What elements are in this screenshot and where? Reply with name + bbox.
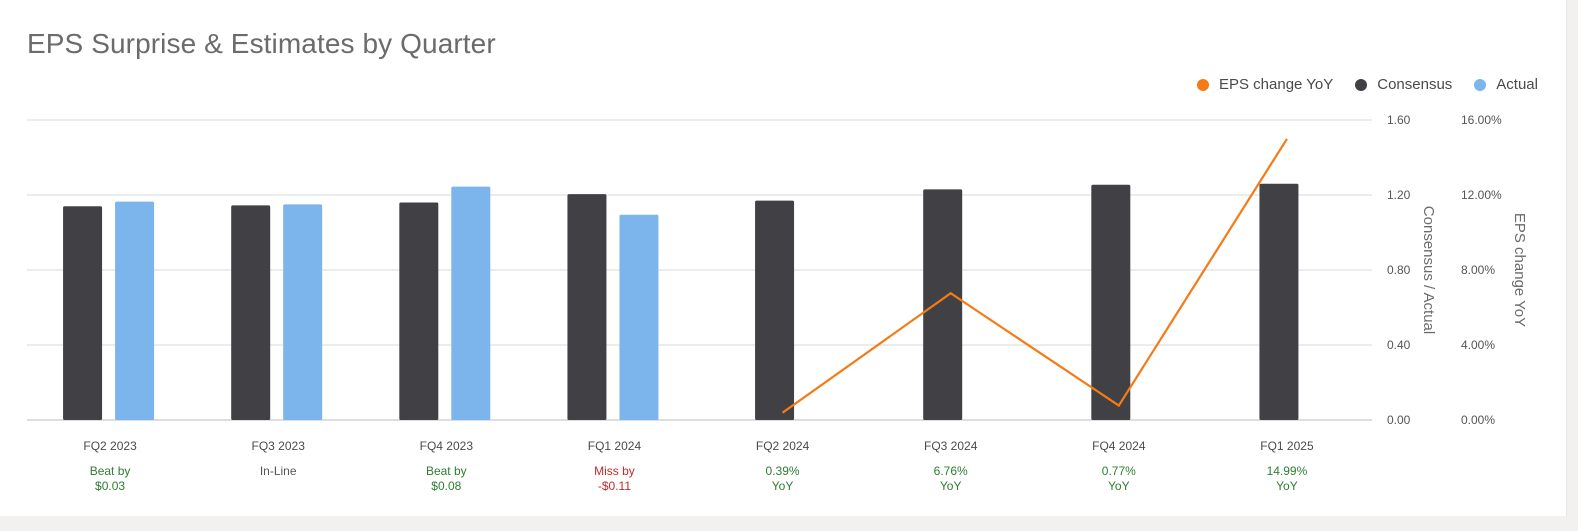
- actual-bar: [283, 204, 323, 420]
- annotation-line2: YoY: [1276, 479, 1298, 493]
- consensus-bar: [755, 200, 795, 420]
- y2-tick-label: 0.00%: [1461, 413, 1495, 427]
- annotation-line2: YoY: [1108, 479, 1130, 493]
- chart-svg: 0.00 0.00% 0.40 4.00% 0.80 8.00% 1.20 12.00% 1.6…: [27, 113, 1528, 493]
- annotation-line2: YoY: [940, 479, 962, 493]
- annotation-line2: -$0.11: [598, 479, 631, 493]
- consensus-bar: [567, 194, 607, 420]
- actual-bar: [619, 214, 659, 420]
- y2-tick-label: 8.00%: [1461, 263, 1495, 277]
- legend-item-consensus[interactable]: Consensus: [1355, 76, 1452, 93]
- annotation-line1: In-Line: [260, 464, 297, 478]
- y2-tick-label: 16.00%: [1461, 113, 1502, 127]
- annotation-line1: Miss by: [594, 464, 635, 478]
- legend-item-eps-change[interactable]: EPS change YoY: [1196, 76, 1334, 93]
- annotation-line1: 6.76%: [934, 464, 968, 478]
- chart-legend: EPS change YoY Consensus Actual: [1196, 76, 1538, 93]
- x-tick-label: FQ3 2024: [924, 439, 978, 453]
- eps-change-line: [781, 138, 1288, 414]
- x-tick-label: FQ4 2024: [1092, 439, 1146, 453]
- legend-label-eps-change: EPS change YoY: [1218, 76, 1334, 93]
- y-tick-label: 1.60: [1387, 113, 1411, 127]
- annotation-line2: YoY: [772, 479, 794, 493]
- actual-bar: [451, 186, 491, 420]
- annotation-line1: Beat by: [90, 464, 131, 478]
- consensus-bar: [1091, 184, 1131, 420]
- legend-item-actual[interactable]: Actual: [1474, 76, 1538, 93]
- annotation-line1: 0.39%: [766, 464, 800, 478]
- chart-card: EPS Surprise & Estimates by Quarter EPS …: [0, 0, 1567, 516]
- actual-bar: [115, 201, 155, 420]
- annotation-line2: $0.03: [95, 479, 125, 493]
- y2-axis-title: EPS change YoY: [1511, 213, 1528, 327]
- consensus-bar: [231, 205, 271, 420]
- y-tick-label: 0.40: [1387, 338, 1411, 352]
- legend-dot-eps-change: [1196, 78, 1209, 91]
- annotation-line1: 0.77%: [1102, 464, 1136, 478]
- y-tick-label: 0.80: [1387, 263, 1411, 277]
- legend-dot-actual: [1474, 78, 1487, 91]
- x-tick-label: FQ2 2023: [83, 439, 137, 453]
- x-tick-label: FQ3 2023: [252, 439, 306, 453]
- annotation-line1: Beat by: [426, 464, 467, 478]
- consensus-bar: [399, 202, 439, 420]
- x-tick-label: FQ4 2023: [420, 439, 474, 453]
- y-tick-label: 0.00: [1387, 413, 1411, 427]
- chart-title: EPS Surprise & Estimates by Quarter: [27, 28, 496, 59]
- x-tick-label: FQ2 2024: [756, 439, 810, 453]
- annotation-line1: 14.99%: [1267, 464, 1308, 478]
- y2-tick-label: 4.00%: [1461, 338, 1495, 352]
- y2-tick-label: 12.00%: [1461, 188, 1502, 202]
- legend-label-actual: Actual: [1496, 76, 1538, 93]
- legend-dot-consensus: [1355, 78, 1368, 91]
- y-axis-title: Consensus / Actual: [1420, 206, 1437, 334]
- consensus-bar: [923, 189, 963, 420]
- y-tick-label: 1.20: [1387, 188, 1411, 202]
- legend-label-consensus: Consensus: [1377, 76, 1453, 93]
- x-tick-label: FQ1 2024: [588, 439, 642, 453]
- consensus-bar: [63, 206, 103, 420]
- x-tick-label: FQ1 2025: [1260, 439, 1314, 453]
- consensus-bar: [1259, 183, 1299, 420]
- annotation-line2: $0.08: [431, 479, 461, 493]
